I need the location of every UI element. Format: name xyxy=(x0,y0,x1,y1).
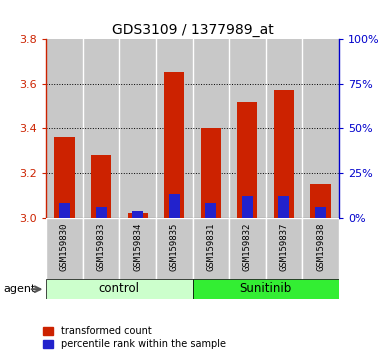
Bar xyxy=(164,73,184,218)
Bar xyxy=(169,194,180,218)
Bar xyxy=(46,39,83,218)
Bar xyxy=(302,39,339,218)
Bar xyxy=(201,129,221,218)
Bar xyxy=(266,39,302,218)
Bar xyxy=(315,207,326,218)
Bar xyxy=(237,102,258,218)
Bar xyxy=(310,184,331,218)
Bar xyxy=(156,39,192,218)
Text: GSM159837: GSM159837 xyxy=(280,223,288,271)
FancyBboxPatch shape xyxy=(266,218,302,280)
FancyBboxPatch shape xyxy=(46,218,83,280)
Bar xyxy=(95,207,107,218)
Bar xyxy=(278,196,290,218)
Bar xyxy=(91,155,111,218)
Bar xyxy=(192,39,229,218)
Bar xyxy=(119,39,156,218)
Text: GSM159830: GSM159830 xyxy=(60,223,69,271)
Text: GSM159833: GSM159833 xyxy=(97,223,105,271)
Text: GSM159831: GSM159831 xyxy=(206,223,215,271)
Bar xyxy=(205,204,216,218)
FancyBboxPatch shape xyxy=(229,218,266,280)
Legend: transformed count, percentile rank within the sample: transformed count, percentile rank withi… xyxy=(44,326,226,349)
FancyBboxPatch shape xyxy=(83,218,119,280)
Text: control: control xyxy=(99,282,140,295)
Text: Sunitinib: Sunitinib xyxy=(239,282,292,295)
FancyBboxPatch shape xyxy=(156,218,192,280)
Text: GSM159834: GSM159834 xyxy=(133,223,142,271)
Bar xyxy=(59,204,70,218)
Text: GSM159835: GSM159835 xyxy=(170,223,179,271)
FancyBboxPatch shape xyxy=(192,218,229,280)
Title: GDS3109 / 1377989_at: GDS3109 / 1377989_at xyxy=(112,23,273,36)
Bar xyxy=(127,213,148,218)
Bar xyxy=(83,39,119,218)
FancyBboxPatch shape xyxy=(119,218,156,280)
Bar xyxy=(242,196,253,218)
Bar xyxy=(132,211,143,218)
Text: GSM159832: GSM159832 xyxy=(243,223,252,271)
Bar xyxy=(54,137,75,218)
Text: agent: agent xyxy=(4,284,36,294)
Bar xyxy=(274,90,294,218)
FancyBboxPatch shape xyxy=(46,279,192,299)
Bar xyxy=(229,39,266,218)
FancyBboxPatch shape xyxy=(192,279,339,299)
Text: GSM159838: GSM159838 xyxy=(316,223,325,271)
FancyBboxPatch shape xyxy=(302,218,339,280)
